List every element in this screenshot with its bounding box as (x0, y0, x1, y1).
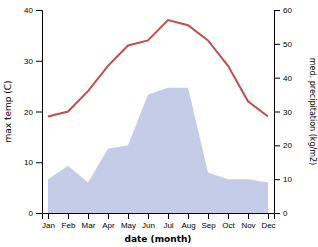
y2-tick: 30 (274, 108, 292, 117)
y2-tick-label: 50 (283, 40, 292, 49)
y2-tick-label: 30 (283, 108, 292, 117)
y-tick-mark (36, 162, 42, 163)
y-tick-label: 30 (24, 57, 33, 66)
x-tick-mark (68, 213, 69, 219)
y2-axis: 0 10 20 30 40 50 60 (274, 6, 292, 218)
y-tick-label: 10 (24, 158, 33, 167)
y2-tick: 10 (274, 175, 292, 184)
x-tick-label: May (121, 221, 136, 230)
x-tick-label: Feb (62, 221, 76, 230)
x-tick: Aug (181, 213, 195, 230)
axis-line (275, 11, 281, 214)
x-tick: Feb (62, 213, 76, 230)
y2-tick-mark (274, 179, 280, 180)
line (48, 20, 268, 116)
y2-tick: 50 (274, 40, 292, 49)
x-tick-label: Sep (201, 221, 216, 230)
x-tick-mark (268, 213, 269, 219)
x-tick: Mar (82, 213, 96, 230)
y2-tick-mark (274, 10, 280, 11)
y-tick-mark (36, 213, 42, 214)
x-tick-mark (188, 213, 189, 219)
x-tick-mark (48, 213, 49, 219)
x-tick-label: Jan (42, 221, 55, 230)
x-tick-label: Nov (241, 221, 255, 230)
x-tick: Jun (142, 213, 155, 230)
x-tick-mark (88, 213, 89, 219)
x-tick: May (121, 213, 136, 230)
y2-tick-mark (274, 112, 280, 113)
x-tick: Jul (163, 213, 173, 230)
x-tick: Jan (42, 213, 55, 230)
x-tick-label: Jun (142, 221, 155, 230)
y2-tick-mark (274, 44, 280, 45)
x-tick: Oct (222, 213, 235, 230)
x-tick-label: Dec (261, 221, 275, 230)
marks (48, 20, 268, 213)
x-tick-mark (128, 213, 129, 219)
x-tick: Sep (201, 213, 216, 230)
x-axis: Jan Feb Mar Apr May Jun Jul Aug Sep Oct Nov Dec (42, 213, 276, 230)
y-tick-label: 0 (29, 209, 34, 218)
y-tick-label: 20 (24, 108, 33, 117)
x-tick-mark (248, 213, 249, 219)
y2-axis-title: med. precipitation (kg/m2) (308, 58, 317, 165)
y-tick: 40 (24, 6, 42, 15)
x-tick-label: Oct (222, 221, 235, 230)
y2-tick-label: 20 (283, 141, 292, 150)
y-tick: 0 (29, 209, 42, 218)
y2-tick: 60 (274, 6, 292, 15)
y2-tick: 20 (274, 141, 292, 150)
y2-tick-mark (274, 213, 280, 214)
y2-tick-label: 40 (283, 74, 292, 83)
y-tick: 10 (24, 158, 42, 167)
x-tick: Dec (261, 213, 275, 230)
x-tick-mark (208, 213, 209, 219)
y2-tick: 0 (274, 209, 288, 218)
x-tick-mark (168, 213, 169, 219)
y2-tick-label: 0 (283, 209, 288, 218)
y-tick-mark (36, 61, 42, 62)
y-tick: 20 (24, 108, 42, 117)
x-tick-mark (108, 213, 109, 219)
y-axis: 0 10 20 30 40 (24, 6, 42, 218)
y-tick-mark (36, 112, 42, 113)
x-tick-label: Jul (163, 221, 173, 230)
axis-line (43, 214, 275, 220)
y2-tick-label: 10 (283, 175, 292, 184)
y2-tick: 40 (274, 74, 292, 83)
plot: Jan Feb Mar Apr May Jun Jul Aug Sep Oct Nov Dec 0 10 2… (24, 6, 292, 230)
x-axis-title: date (month) (125, 234, 192, 244)
chart: Jan Feb Mar Apr May Jun Jul Aug Sep Oct Nov Dec 0 10 2… (0, 0, 318, 247)
axis-line (36, 11, 43, 214)
x-tick: Apr (102, 213, 115, 230)
area (48, 88, 268, 213)
y2-tick-mark (274, 145, 280, 146)
x-tick-mark (148, 213, 149, 219)
x-tick-label: Mar (82, 221, 96, 230)
y-tick: 30 (24, 57, 42, 66)
y-axis-title: max temp (C) (3, 80, 13, 142)
x-tick-label: Aug (181, 221, 195, 230)
y2-tick-mark (274, 78, 280, 79)
x-tick: Nov (241, 213, 255, 230)
y2-tick-label: 60 (283, 6, 292, 15)
x-tick-label: Apr (102, 221, 115, 230)
y-tick-label: 40 (24, 6, 33, 15)
y-tick-mark (36, 10, 42, 11)
x-tick-mark (228, 213, 229, 219)
